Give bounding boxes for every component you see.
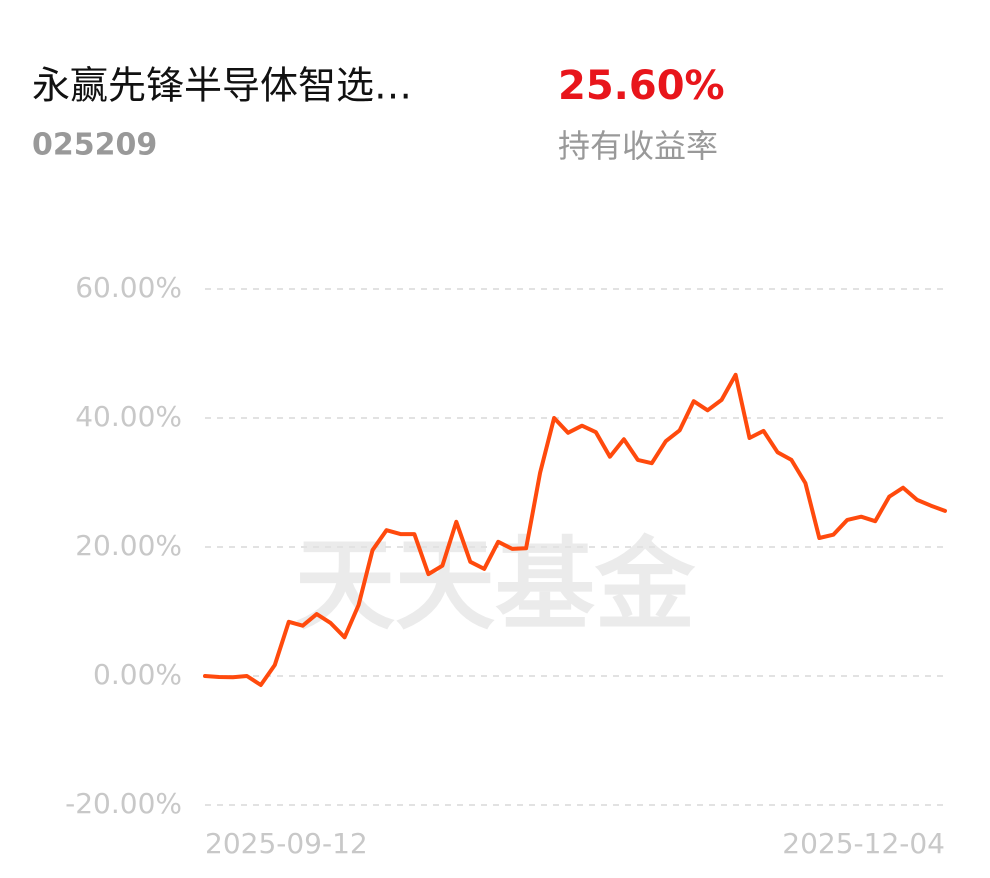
x-tick-label: 2025-09-12 — [205, 827, 368, 860]
y-tick-label: 0.00% — [93, 658, 182, 691]
x-tick-label: 2025-12-04 — [782, 827, 945, 860]
y-tick-label: -20.00% — [65, 787, 182, 820]
return-line — [203, 372, 947, 687]
fund-code: 025209 — [32, 128, 157, 163]
holding-return: 25.60% — [558, 63, 725, 109]
holding-return-label: 持有收益率 — [558, 127, 718, 165]
y-tick-label: 60.00% — [75, 271, 182, 304]
fund-title[interactable]: 永赢先锋半导体智选… — [32, 64, 412, 108]
y-tick-label: 40.00% — [75, 400, 182, 433]
y-tick-label: 20.00% — [75, 529, 182, 562]
